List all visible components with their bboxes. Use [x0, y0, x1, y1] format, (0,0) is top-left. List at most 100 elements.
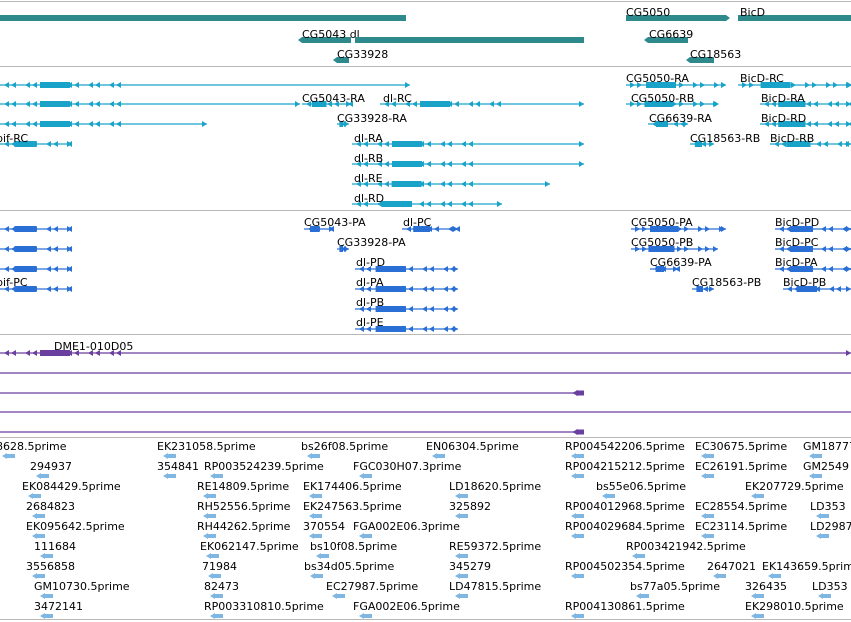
est-feature[interactable]: LD353 [810, 500, 846, 519]
gene-feature[interactable]: CG5043 dl [298, 28, 360, 43]
gene-feature[interactable]: DME1-010D05 [0, 340, 851, 356]
est-feature[interactable]: LD18620.5prime [449, 480, 541, 499]
est-feature[interactable]: RP004130861.5prime [565, 600, 685, 619]
est-feature[interactable]: FGA002E06.5prime [353, 600, 460, 619]
gene-feature[interactable] [0, 390, 584, 396]
est-feature[interactable]: GM10730.5prime [34, 580, 130, 599]
est-feature[interactable]: RP003421942.5prime [626, 540, 746, 559]
est-feature[interactable]: EK231058.5prime [157, 440, 256, 459]
gene-feature[interactable]: dl-RE [352, 172, 550, 187]
gene-feature[interactable]: dl-RA [352, 132, 584, 147]
est-feature[interactable]: bs55e06.5prime [596, 480, 686, 499]
gene-feature[interactable]: BicD-PB [783, 276, 851, 292]
est-feature[interactable]: FGA002E06.3prime [353, 520, 460, 539]
gene-feature[interactable]: BicD-RB [770, 132, 851, 147]
gene-feature[interactable] [355, 37, 584, 43]
gene-feature[interactable]: BicD-PC [775, 236, 851, 252]
gene-feature[interactable]: dl-RD [352, 192, 502, 207]
est-feature[interactable]: bs10f08.5prime [310, 540, 397, 559]
est-feature[interactable]: 111684 [34, 540, 76, 559]
gene-feature[interactable]: CG18563 [686, 48, 741, 63]
est-feature[interactable]: EC23114.5prime [695, 520, 787, 539]
est-feature[interactable]: EC30675.5prime [695, 440, 787, 459]
gene-feature[interactable]: CG5050 [626, 6, 730, 21]
est-feature[interactable]: 3472141 [34, 600, 83, 619]
gene-feature[interactable]: CG6639 [644, 28, 693, 43]
gene-feature[interactable]: dl-PD [355, 256, 458, 272]
est-feature[interactable]: EK207729.5prime [745, 480, 844, 499]
est-feature[interactable]: EK062147.5prime [200, 540, 299, 559]
est-feature[interactable]: 8628.5prime [0, 440, 67, 459]
gene-feature[interactable]: BicD-RC [738, 72, 851, 88]
gene-feature[interactable]: BicD-RD [760, 112, 851, 127]
gene-feature[interactable] [0, 15, 406, 21]
est-feature[interactable]: RE14809.5prime [197, 480, 289, 499]
gene-feature[interactable]: CG6639-PA [650, 256, 712, 272]
est-feature[interactable]: LD47815.5prime [449, 580, 541, 599]
gene-feature[interactable]: CG18563-PB [692, 276, 761, 292]
est-feature[interactable]: bs34d05.5prime [304, 560, 394, 579]
est-feature[interactable]: RP004029684.5prime [565, 520, 685, 539]
est-feature[interactable]: 370554 [303, 520, 345, 539]
est-feature[interactable]: RP003310810.5prime [204, 600, 324, 619]
gene-feature[interactable]: dl-RB [352, 152, 584, 167]
gene-feature[interactable]: BicD-PD [775, 216, 851, 232]
gene-feature[interactable]: bif-RC [0, 132, 72, 147]
est-feature[interactable]: RP004215212.5prime [565, 460, 685, 479]
gene-feature[interactable] [0, 101, 300, 107]
est-feature[interactable]: EN06304.5prime [426, 440, 519, 459]
gene-feature[interactable]: CG33928-PA [337, 236, 406, 252]
gene-feature[interactable]: CG5050-PB [631, 236, 718, 252]
est-feature[interactable]: EC27987.5prime [326, 580, 418, 599]
est-feature[interactable]: 3556858 [26, 560, 75, 579]
est-feature[interactable]: RP003524239.5prime [204, 460, 324, 479]
gene-feature[interactable]: CG5050-RB [626, 92, 719, 107]
est-feature[interactable]: 294937 [30, 460, 72, 479]
est-feature[interactable]: RP004542206.5prime [565, 440, 685, 459]
gene-feature[interactable]: BicD [738, 6, 851, 21]
est-feature[interactable]: 345279 [449, 560, 491, 579]
gene-feature[interactable]: dl-PB [355, 296, 458, 312]
est-feature[interactable]: 71984 [202, 560, 237, 579]
est-feature[interactable]: EK095642.5prime [26, 520, 125, 539]
est-feature[interactable]: RP004012968.5prime [565, 500, 685, 519]
est-feature[interactable]: GM2549 [803, 460, 849, 479]
gene-feature[interactable]: bif-PC [0, 276, 72, 292]
est-feature[interactable]: EK084429.5prime [22, 480, 121, 499]
est-feature[interactable]: EC28554.5prime [695, 500, 787, 519]
est-feature[interactable]: EC26191.5prime [695, 460, 787, 479]
est-feature[interactable]: 2684823 [26, 500, 75, 519]
est-feature[interactable]: EK143659.5prime [762, 560, 851, 579]
gene-feature[interactable] [0, 226, 72, 232]
gene-feature[interactable]: BicD-PA [775, 256, 851, 272]
gene-feature[interactable] [0, 266, 72, 272]
est-feature[interactable]: RH44262.5prime [197, 520, 291, 539]
gene-feature[interactable]: dl-RC [380, 92, 584, 107]
est-feature[interactable]: 82473 [204, 580, 239, 599]
gene-feature[interactable] [0, 429, 584, 435]
est-feature[interactable]: GM18777 [803, 440, 851, 459]
gene-feature[interactable]: CG33928-RA [337, 112, 407, 127]
gene-feature[interactable]: BicD-RA [760, 92, 851, 107]
gene-feature[interactable]: CG18563-RB [690, 132, 760, 147]
gene-feature[interactable]: CG33928 [333, 48, 388, 63]
est-feature[interactable]: EK174406.5prime [303, 480, 402, 499]
est-feature[interactable]: bs77a05.5prime [630, 580, 720, 599]
est-feature[interactable]: LD2987 [810, 520, 851, 539]
est-feature[interactable]: RE59372.5prime [449, 540, 541, 559]
gene-feature[interactable]: CG5043-RA [302, 92, 365, 107]
est-feature[interactable]: EK247563.5prime [303, 500, 402, 519]
gene-feature[interactable]: CG5043-PA [304, 216, 366, 232]
gene-feature[interactable]: dl-PA [355, 276, 458, 292]
est-feature[interactable]: LD353 [812, 580, 848, 599]
gene-feature[interactable] [0, 246, 72, 252]
est-feature[interactable]: EK298010.5prime [745, 600, 844, 619]
est-feature[interactable]: bs26f08.5prime [301, 440, 388, 459]
est-feature[interactable]: 326435 [745, 580, 787, 599]
est-feature[interactable]: 2647021 [707, 560, 756, 579]
gene-feature[interactable]: CG5050-RA [626, 72, 726, 88]
gene-feature[interactable]: CG6639-RA [648, 112, 712, 127]
est-feature[interactable]: FGC030H07.3prime [353, 460, 462, 479]
gene-feature[interactable]: dl-PE [355, 316, 458, 332]
est-feature[interactable]: RH52556.5prime [197, 500, 291, 519]
